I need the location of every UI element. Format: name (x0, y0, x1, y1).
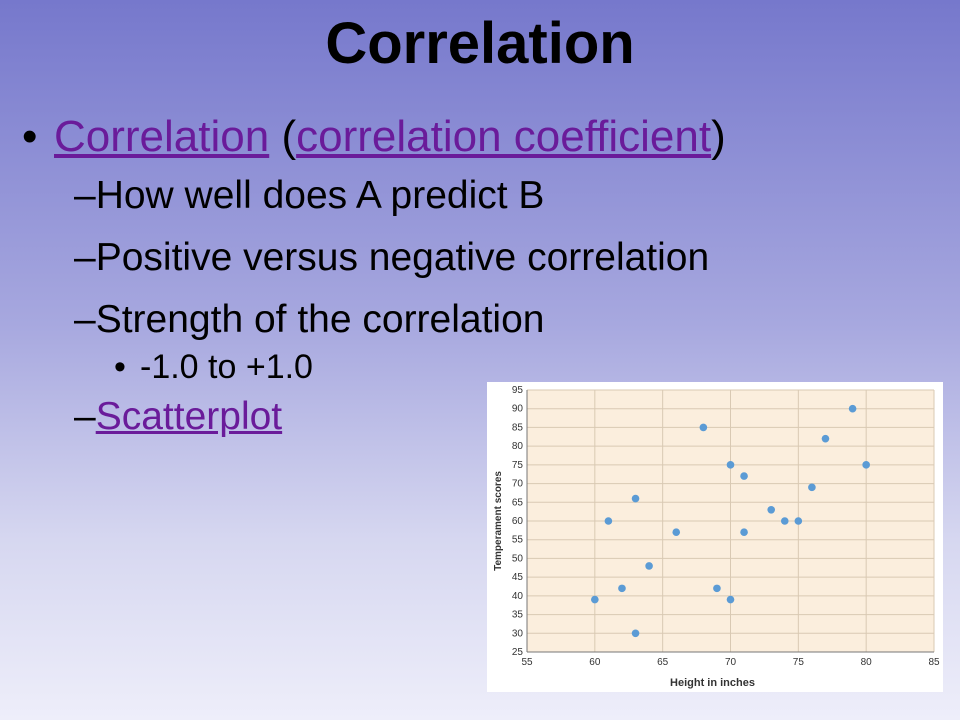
y-tick-label: 30 (512, 628, 524, 639)
data-point (631, 494, 640, 503)
data-point (740, 528, 748, 537)
data-points (591, 404, 870, 638)
y-tick-label: 25 (512, 647, 524, 658)
data-point (604, 517, 613, 525)
y-tick-label: 85 (512, 422, 524, 433)
y-tick-label: 80 (512, 441, 524, 452)
bullet-list: • Correlation (correlation coefficient) –… (22, 112, 726, 457)
x-tick-label: 60 (589, 657, 601, 668)
range-text: -1.0 to +1.0 (140, 348, 313, 386)
y-tick-label: 90 (512, 404, 524, 415)
data-point (726, 595, 735, 604)
data-point (780, 517, 789, 525)
dash-marker: – (74, 395, 96, 438)
y-tick-label: 70 (512, 479, 524, 490)
data-point (808, 483, 816, 492)
x-tick-labels: 55 60 65 70 75 80 85 (521, 657, 940, 668)
y-tick-label: 75 (512, 460, 524, 471)
data-point (767, 505, 775, 514)
scatterplot-link[interactable]: Scatterplot (95, 395, 283, 438)
correlation-link[interactable]: Correlation (54, 112, 270, 161)
data-point (591, 595, 599, 604)
data-point (821, 434, 830, 443)
x-tick-label: 80 (861, 657, 873, 668)
paren-open: ( (269, 112, 297, 161)
y-tick-label: 40 (512, 591, 524, 602)
data-point (645, 562, 653, 570)
y-tick-label: 50 (512, 553, 524, 564)
dash-marker: – (74, 298, 96, 341)
x-tick-label: 70 (725, 657, 737, 668)
x-tick-label: 85 (928, 657, 940, 668)
dash-marker: – (74, 174, 96, 217)
data-point (726, 461, 735, 469)
sub-bullet-predict: –How well does A predict B (74, 174, 726, 218)
data-point (794, 517, 803, 525)
data-point (699, 423, 708, 432)
y-tick-label: 60 (512, 516, 524, 527)
data-point (631, 629, 640, 638)
data-point (740, 472, 748, 480)
sub-sub-bullet-range: • -1.0 to +1.0 (114, 348, 726, 387)
data-point (713, 584, 721, 593)
x-axis-label: Height in inches (670, 677, 755, 689)
bullet-marker: • (22, 112, 38, 161)
main-bullet: • Correlation (correlation coefficient) (22, 112, 726, 162)
sub-bullet-positive-negative: –Positive versus negative correlation (74, 236, 726, 280)
paren-close: ) (711, 112, 726, 161)
x-tick-label: 55 (521, 657, 533, 668)
y-tick-label: 35 (512, 610, 524, 621)
slide-title: Correlation (325, 11, 635, 76)
bullet-marker: • (114, 348, 126, 386)
x-tick-label: 75 (793, 657, 805, 668)
y-tick-label: 95 (512, 385, 524, 396)
y-tick-label: 65 (512, 497, 524, 508)
correlation-coefficient-link[interactable]: correlation coefficient (296, 112, 712, 161)
data-point (618, 584, 626, 593)
data-point (672, 528, 681, 537)
sub-bullet-scatterplot: –Scatterplot (74, 395, 726, 439)
y-axis-label: Temperament scores (493, 471, 504, 571)
y-tick-label: 55 (512, 535, 524, 546)
x-tick-label: 65 (657, 657, 669, 668)
y-tick-labels: 25 30 35 40 45 50 55 60 65 70 75 80 85 90 95 (512, 385, 524, 658)
scatterplot-figure: 25 30 35 40 45 50 55 60 65 70 75 80 85 90 95 55 60 65 70 7… (487, 382, 943, 692)
data-point (848, 404, 857, 413)
sub-bullet-strength: –Strength of the correlation (74, 298, 726, 342)
sub-bullet-text: How well does A predict B (95, 174, 545, 217)
data-point (862, 461, 870, 469)
sub-bullet-text: Positive versus negative correlation (95, 236, 710, 279)
scatterplot-chart: 25 30 35 40 45 50 55 60 65 70 75 80 85 90 95 55 60 65 70 7… (493, 385, 940, 689)
dash-marker: – (74, 236, 96, 279)
sub-bullet-text: Strength of the correlation (95, 298, 545, 341)
y-tick-label: 45 (512, 572, 524, 583)
